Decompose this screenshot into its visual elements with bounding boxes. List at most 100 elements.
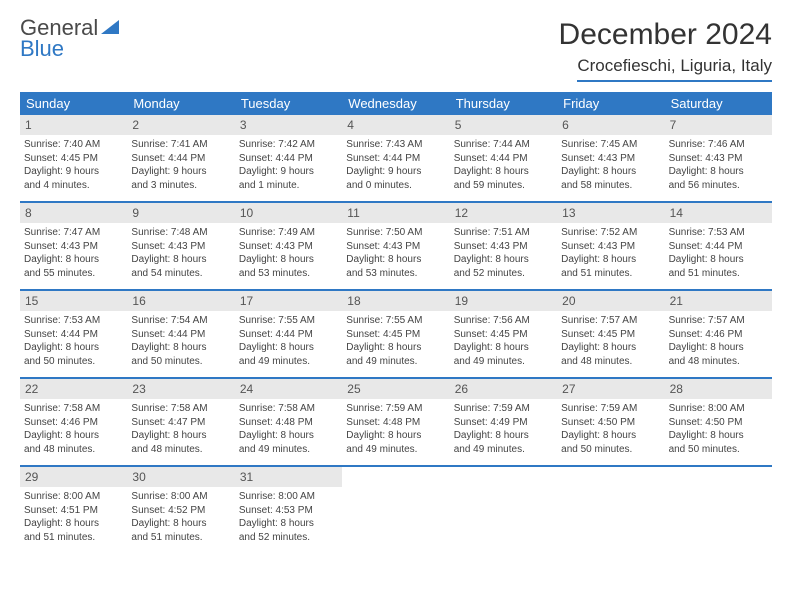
day-info-line: Sunset: 4:47 PM <box>131 416 230 430</box>
calendar-day: 25Sunrise: 7:59 AMSunset: 4:48 PMDayligh… <box>342 379 449 462</box>
calendar-day: 19Sunrise: 7:56 AMSunset: 4:45 PMDayligh… <box>450 291 557 374</box>
day-info-line: Daylight: 8 hours <box>454 165 553 179</box>
calendar-day: 14Sunrise: 7:53 AMSunset: 4:44 PMDayligh… <box>665 203 772 286</box>
calendar-day: 1Sunrise: 7:40 AMSunset: 4:45 PMDaylight… <box>20 115 127 198</box>
header: General Blue December 2024 Crocefieschi,… <box>20 18 772 82</box>
day-info-line: Sunset: 4:50 PM <box>561 416 660 430</box>
day-info-line: Sunset: 4:48 PM <box>239 416 338 430</box>
day-info-line: Sunrise: 7:57 AM <box>669 314 768 328</box>
logo-word2: Blue <box>20 39 98 60</box>
day-info-line: and 49 minutes. <box>346 355 445 369</box>
day-number: 19 <box>450 291 557 311</box>
weekday-label: Wednesday <box>342 92 449 115</box>
day-info-line: and 50 minutes. <box>24 355 123 369</box>
day-info-line: Daylight: 8 hours <box>24 517 123 531</box>
day-number: 21 <box>665 291 772 311</box>
day-info-line: Sunset: 4:43 PM <box>454 240 553 254</box>
title-block: December 2024 Crocefieschi, Liguria, Ita… <box>559 18 772 82</box>
day-info-line: Sunrise: 7:57 AM <box>561 314 660 328</box>
day-info-line: Daylight: 8 hours <box>454 429 553 443</box>
day-info-line: Sunrise: 8:00 AM <box>131 490 230 504</box>
day-info-line: Sunrise: 7:55 AM <box>239 314 338 328</box>
day-info-line: Sunset: 4:44 PM <box>669 240 768 254</box>
day-info-line: Sunset: 4:44 PM <box>346 152 445 166</box>
day-info-line: and 49 minutes. <box>346 443 445 457</box>
logo-triangle-icon <box>101 20 119 34</box>
day-number: 17 <box>235 291 342 311</box>
day-number: 13 <box>557 203 664 223</box>
day-info-line: Sunset: 4:44 PM <box>131 328 230 342</box>
day-info-line: Sunset: 4:44 PM <box>24 328 123 342</box>
day-info-line: Daylight: 8 hours <box>346 429 445 443</box>
day-number: 26 <box>450 379 557 399</box>
weekday-label: Sunday <box>20 92 127 115</box>
day-info-line: Sunrise: 7:49 AM <box>239 226 338 240</box>
day-info-line: Sunrise: 7:44 AM <box>454 138 553 152</box>
day-info-line: and 48 minutes. <box>24 443 123 457</box>
day-number: 11 <box>342 203 449 223</box>
day-info-line: Daylight: 8 hours <box>346 253 445 267</box>
day-info-line: and 51 minutes. <box>131 531 230 545</box>
day-info-line: Daylight: 8 hours <box>24 253 123 267</box>
day-info-line: and 59 minutes. <box>454 179 553 193</box>
day-info-line: Daylight: 8 hours <box>669 253 768 267</box>
day-info-line: Sunrise: 7:59 AM <box>561 402 660 416</box>
day-info-line: Daylight: 8 hours <box>669 165 768 179</box>
day-info-line: Sunset: 4:43 PM <box>669 152 768 166</box>
day-info-line: and 48 minutes. <box>131 443 230 457</box>
day-info-line: Daylight: 9 hours <box>346 165 445 179</box>
day-info-line: Daylight: 8 hours <box>131 341 230 355</box>
day-info-line: Daylight: 8 hours <box>561 429 660 443</box>
day-number: 8 <box>20 203 127 223</box>
day-info-line: Sunset: 4:48 PM <box>346 416 445 430</box>
calendar-day: 5Sunrise: 7:44 AMSunset: 4:44 PMDaylight… <box>450 115 557 198</box>
day-number: 31 <box>235 467 342 487</box>
day-info-line: and 56 minutes. <box>669 179 768 193</box>
day-info-line: Sunset: 4:45 PM <box>561 328 660 342</box>
day-number: 5 <box>450 115 557 135</box>
calendar-week: 1Sunrise: 7:40 AMSunset: 4:45 PMDaylight… <box>20 115 772 203</box>
day-info-line: and 52 minutes. <box>454 267 553 281</box>
calendar-day: 27Sunrise: 7:59 AMSunset: 4:50 PMDayligh… <box>557 379 664 462</box>
day-info-line: Sunrise: 7:46 AM <box>669 138 768 152</box>
calendar-day: 16Sunrise: 7:54 AMSunset: 4:44 PMDayligh… <box>127 291 234 374</box>
day-info-line: Sunset: 4:43 PM <box>131 240 230 254</box>
calendar-day: 13Sunrise: 7:52 AMSunset: 4:43 PMDayligh… <box>557 203 664 286</box>
day-info-line: Sunset: 4:51 PM <box>24 504 123 518</box>
day-info-line: and 53 minutes. <box>346 267 445 281</box>
day-info-line: Sunrise: 7:53 AM <box>24 314 123 328</box>
day-number: 6 <box>557 115 664 135</box>
calendar-day: 26Sunrise: 7:59 AMSunset: 4:49 PMDayligh… <box>450 379 557 462</box>
weekday-label: Monday <box>127 92 234 115</box>
calendar-day: 6Sunrise: 7:45 AMSunset: 4:43 PMDaylight… <box>557 115 664 198</box>
weekday-label: Tuesday <box>235 92 342 115</box>
day-number: 12 <box>450 203 557 223</box>
day-info-line: Daylight: 9 hours <box>131 165 230 179</box>
day-info-line: Daylight: 8 hours <box>669 341 768 355</box>
day-info-line: and 52 minutes. <box>239 531 338 545</box>
calendar-day: 4Sunrise: 7:43 AMSunset: 4:44 PMDaylight… <box>342 115 449 198</box>
day-info-line: Sunset: 4:45 PM <box>24 152 123 166</box>
calendar-day: 30Sunrise: 8:00 AMSunset: 4:52 PMDayligh… <box>127 467 234 550</box>
day-number: 1 <box>20 115 127 135</box>
weekday-label: Friday <box>557 92 664 115</box>
day-info-line: Daylight: 8 hours <box>239 429 338 443</box>
day-info-line: Daylight: 8 hours <box>239 341 338 355</box>
day-number: 3 <box>235 115 342 135</box>
calendar-day: 21 Sunrise: 7:57 AMSunset: 4:46 PMDayligh… <box>665 291 772 374</box>
calendar-day: 28Sunrise: 8:00 AMSunset: 4:50 PMDayligh… <box>665 379 772 462</box>
day-info-line: Daylight: 8 hours <box>454 341 553 355</box>
day-number: 10 <box>235 203 342 223</box>
day-info-line: Sunrise: 7:50 AM <box>346 226 445 240</box>
calendar-day: 23Sunrise: 7:58 AMSunset: 4:47 PMDayligh… <box>127 379 234 462</box>
day-info-line: Sunrise: 7:58 AM <box>24 402 123 416</box>
day-info-line: and 58 minutes. <box>561 179 660 193</box>
calendar-day: 17Sunrise: 7:55 AMSunset: 4:44 PMDayligh… <box>235 291 342 374</box>
day-info-line: Sunset: 4:43 PM <box>24 240 123 254</box>
day-info-line: Sunset: 4:46 PM <box>669 328 768 342</box>
day-info-line: Sunrise: 8:00 AM <box>669 402 768 416</box>
day-info-line: Sunrise: 7:54 AM <box>131 314 230 328</box>
day-info-line: and 3 minutes. <box>131 179 230 193</box>
day-info-line: Sunset: 4:45 PM <box>346 328 445 342</box>
day-info-line: Daylight: 8 hours <box>346 341 445 355</box>
